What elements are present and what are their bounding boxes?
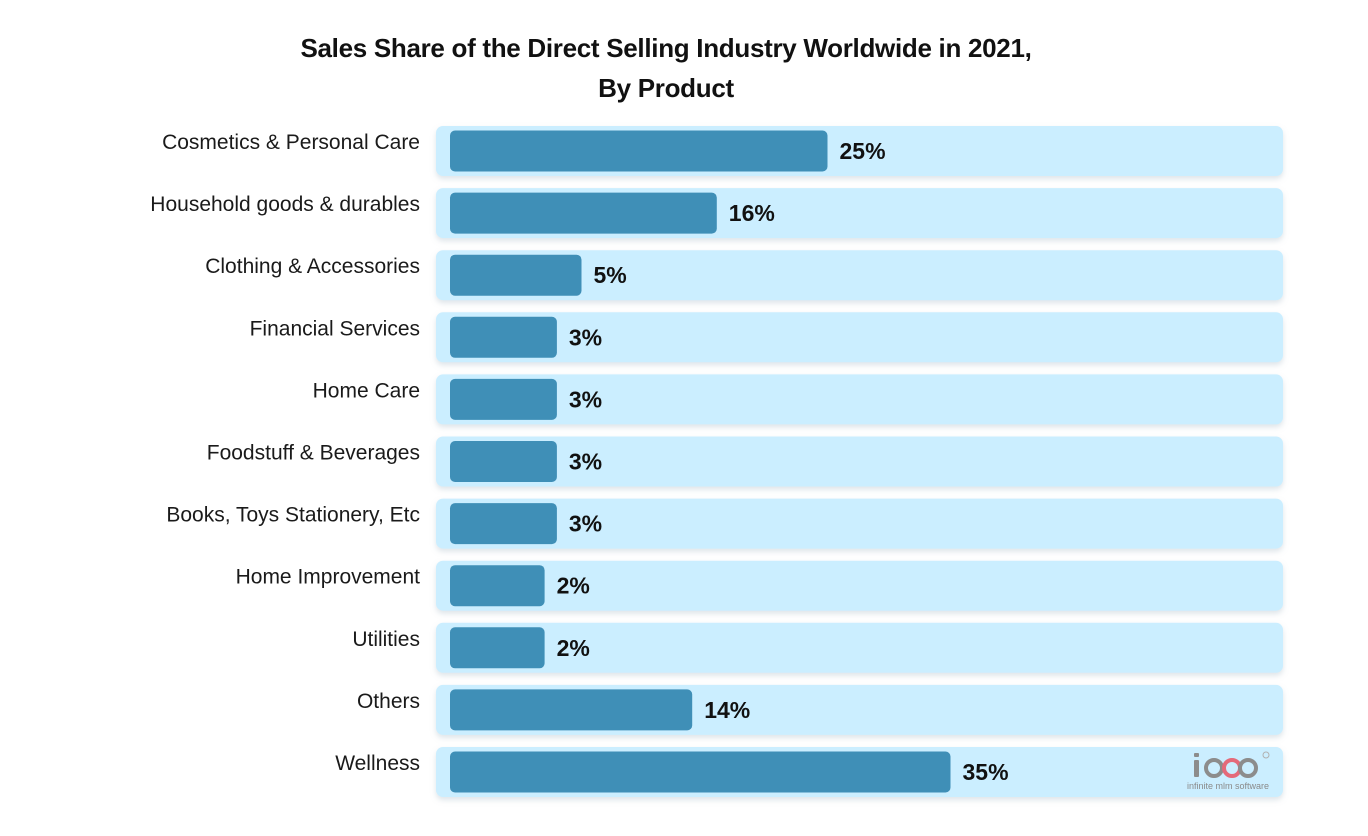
- category-label: Utilities: [352, 628, 420, 651]
- bar-track: [436, 312, 1283, 363]
- value-label: 35%: [963, 759, 1009, 785]
- category-label: Household goods & durables: [150, 193, 420, 216]
- value-label: 25%: [840, 138, 886, 164]
- value-label: 16%: [729, 200, 775, 226]
- value-label: 5%: [594, 262, 627, 288]
- chart-title-line-2: By Product: [598, 73, 734, 103]
- bar: [450, 751, 951, 793]
- bar-track: [436, 560, 1283, 611]
- bar: [450, 192, 717, 234]
- bar: [450, 254, 582, 296]
- value-label: 3%: [569, 386, 602, 412]
- bar: [450, 565, 545, 607]
- category-label: Books, Toys Stationery, Etc: [166, 504, 420, 527]
- value-label: 2%: [557, 573, 590, 599]
- bar: [450, 689, 693, 731]
- bar-track: [436, 498, 1283, 549]
- category-label: Cosmetics & Personal Care: [162, 131, 420, 154]
- watermark-logo: infinite mlm software: [1182, 750, 1274, 794]
- value-label: 3%: [569, 449, 602, 475]
- category-label: Home Improvement: [236, 566, 421, 589]
- bar: [450, 316, 557, 358]
- category-label: Home Care: [313, 379, 420, 402]
- value-label: 2%: [557, 635, 590, 661]
- bar: [450, 378, 557, 420]
- bar-track: [436, 374, 1283, 425]
- bar-track: [436, 622, 1283, 673]
- watermark-text: infinite mlm software: [1186, 781, 1270, 791]
- value-label: 3%: [569, 511, 602, 537]
- infinity-logo-icon: [1194, 751, 1270, 778]
- value-label: 14%: [704, 697, 750, 723]
- chart-title: Sales Share of the Direct Selling Indust…: [0, 28, 1332, 108]
- category-label: Others: [357, 690, 420, 713]
- chart-title-line-1: Sales Share of the Direct Selling Indust…: [300, 33, 1032, 63]
- bar: [450, 441, 557, 482]
- value-label: 3%: [569, 324, 602, 350]
- bar: [450, 503, 557, 545]
- bar: [450, 627, 545, 669]
- bar-track: [436, 250, 1283, 301]
- category-label: Foodstuff & Beverages: [207, 442, 420, 465]
- bar-track: [436, 436, 1283, 487]
- category-label: Clothing & Accessories: [205, 255, 420, 278]
- category-label: Wellness: [335, 752, 420, 775]
- bar: [450, 130, 828, 172]
- category-label: Financial Services: [250, 317, 420, 340]
